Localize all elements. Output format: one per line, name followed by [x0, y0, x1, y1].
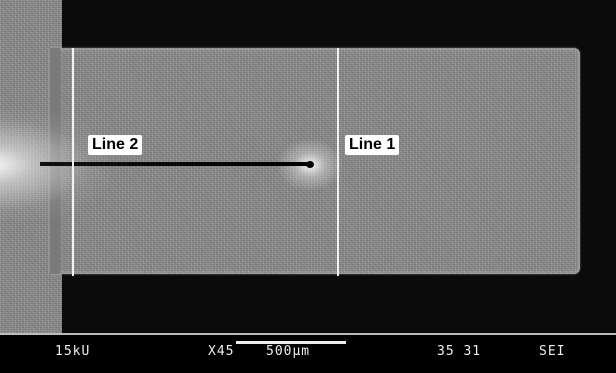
line-2-label: Line 2 [88, 135, 143, 155]
scale-bar [236, 341, 346, 344]
sem-image: Line 2 Line 1 [0, 0, 616, 333]
detector-mode: SEI [539, 344, 566, 359]
specimen-bar [50, 48, 580, 274]
sem-info-bar: 15kU X45 500μm 35 31 SEI [0, 333, 616, 373]
image-id: 35 31 [437, 344, 482, 359]
line-1-label: Line 1 [345, 135, 400, 155]
magnification: X45 [208, 344, 235, 359]
crack [40, 162, 312, 166]
line-1-marker [337, 48, 339, 276]
scale-label: 500μm [266, 344, 311, 359]
line-2-marker [72, 48, 74, 276]
crack-tip [306, 161, 314, 168]
accelerating-voltage: 15kU [55, 344, 91, 359]
